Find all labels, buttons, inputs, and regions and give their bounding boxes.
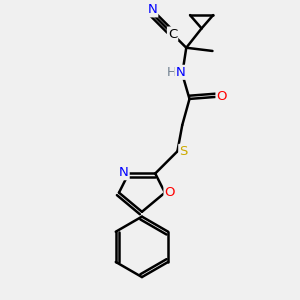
Text: O: O xyxy=(217,90,227,104)
Text: H: H xyxy=(166,66,176,79)
Text: C: C xyxy=(168,28,177,40)
Text: O: O xyxy=(164,186,175,199)
Text: N: N xyxy=(148,3,157,16)
Text: S: S xyxy=(179,145,188,158)
Text: N: N xyxy=(176,66,185,79)
Text: N: N xyxy=(119,166,129,179)
